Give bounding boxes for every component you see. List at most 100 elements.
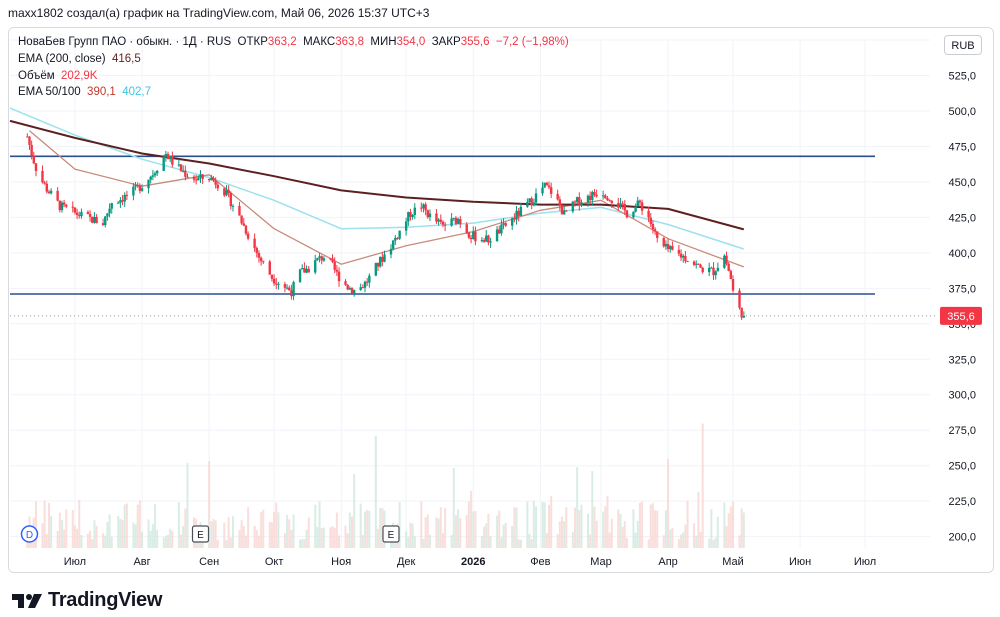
volume-bar xyxy=(180,534,183,548)
candle-body xyxy=(413,207,416,215)
candle-body xyxy=(199,174,202,178)
candle-body xyxy=(474,231,477,242)
candle-body xyxy=(262,261,265,263)
candle-body xyxy=(194,179,198,181)
volume-bar xyxy=(58,512,61,548)
candle-body xyxy=(647,210,650,218)
candle-body xyxy=(543,182,546,188)
legend-row-volume[interactable]: Объём 202,9K xyxy=(18,70,97,82)
volume-bar xyxy=(740,508,743,548)
candle-body xyxy=(378,256,382,267)
candle-body xyxy=(149,176,152,180)
candle-body xyxy=(578,197,581,206)
candle-body xyxy=(575,197,579,203)
ema50-line xyxy=(29,130,745,268)
legend-symbol[interactable]: НоваБев Групп ПАО · обыкн. · 1Д · RUS xyxy=(18,36,232,48)
x-tick-label: Июн xyxy=(789,556,811,568)
y-tick-label: 325,0 xyxy=(948,354,976,366)
candle-body xyxy=(480,239,484,242)
volume-bar xyxy=(480,535,483,548)
legend-low: 354,0 xyxy=(396,36,426,48)
candle-body xyxy=(320,256,323,261)
volume-bar xyxy=(470,490,473,548)
candle-body xyxy=(231,205,235,207)
volume-bar xyxy=(34,501,37,548)
volume-bar xyxy=(91,539,94,548)
candle-body xyxy=(75,212,79,215)
candle-body xyxy=(305,268,308,273)
legend-ema200-value: 416,5 xyxy=(111,53,141,65)
candle-body xyxy=(610,200,613,204)
volume-bar xyxy=(154,504,157,548)
candle-body xyxy=(337,271,341,282)
volume-bar xyxy=(47,502,50,548)
candle-body xyxy=(374,262,378,276)
volume-bar xyxy=(682,532,685,548)
legend-row-ema200[interactable]: EMA (200, close) 416,5 xyxy=(18,53,141,65)
volume-bar xyxy=(454,515,457,548)
volume-bar xyxy=(63,529,66,548)
volume-bar xyxy=(500,537,503,548)
candle-body xyxy=(439,219,442,222)
y-tick-label: 450,0 xyxy=(948,177,976,189)
volume-bar xyxy=(136,504,139,548)
candle-body xyxy=(151,175,155,177)
volume-bar xyxy=(364,511,367,548)
volume-bar xyxy=(474,511,477,548)
candle-body xyxy=(47,191,51,194)
candle-body xyxy=(346,284,349,290)
candle-body xyxy=(695,263,698,265)
candle-body xyxy=(504,223,507,226)
volume-bar xyxy=(625,537,628,548)
candle-body xyxy=(86,211,90,215)
volume-bar xyxy=(171,530,174,548)
volume-bar xyxy=(723,502,726,548)
volume-bar xyxy=(208,460,211,548)
candle-body xyxy=(56,190,59,201)
x-tick-label: Ноя xyxy=(331,556,351,568)
candle-body xyxy=(156,170,159,174)
candle-body xyxy=(723,255,726,268)
volume-bar xyxy=(578,509,581,548)
candle-body xyxy=(591,192,594,200)
candle-body xyxy=(467,232,471,238)
x-tick-label: Май xyxy=(722,556,744,568)
volume-bar xyxy=(435,517,438,548)
volume-bar xyxy=(411,523,414,548)
candle-body xyxy=(307,268,310,273)
volume-bar xyxy=(593,506,596,548)
candle-body xyxy=(482,239,486,242)
candle-body xyxy=(671,246,674,250)
currency-button[interactable]: RUB xyxy=(944,35,982,55)
legend-row-ema50-100[interactable]: EMA 50/100 390,1 402,7 xyxy=(18,86,151,98)
candle-body xyxy=(104,216,107,226)
volume-bar xyxy=(465,515,468,548)
candle-body xyxy=(472,231,475,240)
candle-body xyxy=(617,203,620,208)
candle-body xyxy=(179,164,183,171)
candle-body xyxy=(49,190,53,194)
volume-bar xyxy=(238,530,241,548)
candle-body xyxy=(619,203,622,208)
volume-bar xyxy=(257,535,260,548)
volume-bar xyxy=(273,511,276,548)
volume-bar xyxy=(322,527,325,548)
volume-bar xyxy=(268,521,271,548)
volume-bar xyxy=(351,516,354,548)
candle-body xyxy=(197,177,200,181)
candle-body xyxy=(275,283,278,285)
candle-body xyxy=(621,203,624,205)
candle-body xyxy=(93,216,96,223)
volume-bar xyxy=(712,539,715,548)
candle-body xyxy=(426,210,429,218)
volume-bar xyxy=(571,531,574,548)
volume-bar xyxy=(714,537,717,548)
volume-bar xyxy=(586,513,589,548)
dividend-marker-icon xyxy=(20,525,39,543)
volume-bar xyxy=(459,518,462,548)
candle-body xyxy=(701,267,704,273)
legend-volume-value: 202,9K xyxy=(61,70,98,82)
legend-ema50-value: 390,1 xyxy=(87,86,116,98)
volume-bar xyxy=(186,462,189,548)
